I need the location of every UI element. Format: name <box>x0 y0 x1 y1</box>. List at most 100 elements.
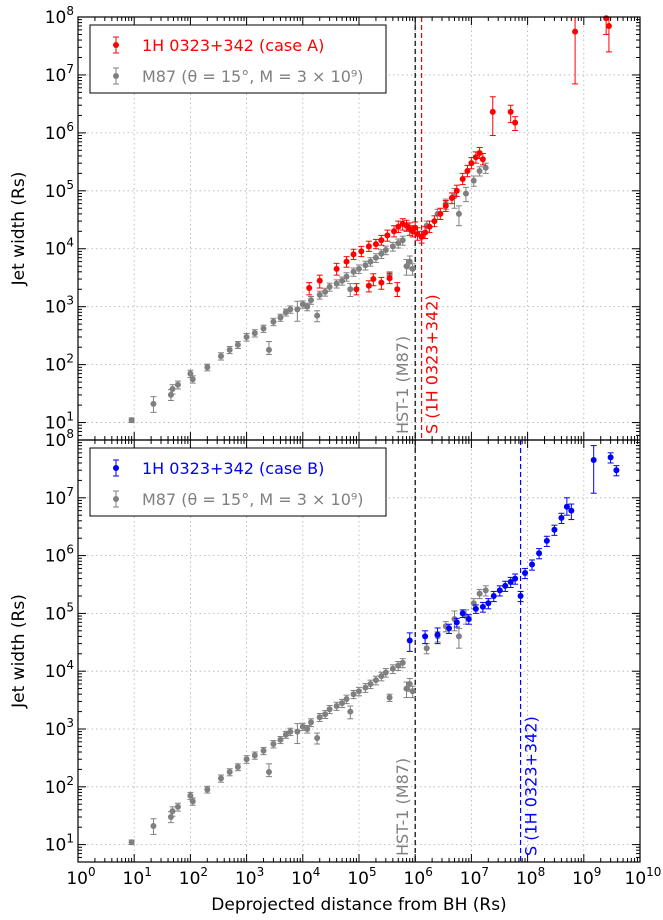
x-tick-label: 105 <box>347 865 376 889</box>
x-tick-label: 103 <box>235 865 264 889</box>
reference-line-label: HST-1 (M87) <box>393 758 412 856</box>
data-point <box>169 385 176 392</box>
data-point <box>465 616 472 623</box>
data-point <box>339 700 346 707</box>
y-tick-label: 107 <box>45 485 74 509</box>
data-point <box>260 747 267 754</box>
data-point <box>406 637 413 644</box>
data-point <box>378 279 385 286</box>
data-point <box>372 254 379 261</box>
data-point <box>372 241 379 248</box>
x-tick-label: 107 <box>460 865 489 889</box>
x-tick-label: 104 <box>291 865 320 889</box>
legend: 1H 0323+342 (case A) M87 (θ = 15°, M = 3 … <box>89 24 387 94</box>
reference-line-label: S (1H 0323+342) <box>522 716 541 856</box>
legend: 1H 0323+342 (case B) M87 (θ = 15°, M = 3 … <box>89 447 387 517</box>
data-point <box>189 376 196 383</box>
data-point <box>378 237 385 244</box>
x-tick-label: 100 <box>66 865 95 889</box>
data-point <box>422 633 429 640</box>
y-tick-label: 107 <box>45 62 74 86</box>
x-tick-label: 109 <box>572 865 601 889</box>
y-tick-label: 102 <box>45 774 74 798</box>
data-point <box>382 669 389 676</box>
data-point <box>563 503 570 510</box>
data-point <box>251 752 258 759</box>
data-point <box>476 167 483 174</box>
data-point <box>265 346 272 353</box>
data-point <box>482 587 489 594</box>
data-point <box>399 237 406 244</box>
legend-marker <box>113 42 119 48</box>
data-point <box>243 333 250 340</box>
data-point <box>517 593 524 600</box>
y-axis-label: Jet width (Rs) <box>9 594 29 709</box>
legend-label: M87 (θ = 15°, M = 3 × 10⁹) <box>142 67 364 86</box>
legend-box <box>89 447 387 517</box>
x-tick-label: 1010 <box>625 865 662 889</box>
plot-frame <box>77 439 641 863</box>
data-point <box>572 28 579 35</box>
data-point <box>294 306 301 313</box>
y-tick-label: 106 <box>45 543 74 567</box>
data-point <box>316 291 323 298</box>
data-point <box>128 417 135 424</box>
data-point <box>260 325 267 332</box>
data-point <box>282 731 289 738</box>
data-point <box>277 314 284 321</box>
x-tick-label: 101 <box>123 865 152 889</box>
data-point <box>431 218 438 225</box>
y-axis-label: Jet width (Rs) <box>9 172 29 287</box>
data-point <box>551 526 558 533</box>
data-point <box>485 600 492 607</box>
data-point <box>367 258 374 265</box>
data-point <box>507 578 514 585</box>
y-tick-label: 101 <box>45 410 74 434</box>
data-point <box>403 263 410 270</box>
x-tick-label: 106 <box>404 865 433 889</box>
data-point <box>453 187 460 194</box>
data-point <box>496 587 503 594</box>
y-tick-label: 104 <box>45 658 74 682</box>
data-point <box>322 288 329 295</box>
data-point <box>326 706 333 713</box>
data-point <box>314 312 321 319</box>
data-point <box>568 507 575 514</box>
data-point <box>251 330 258 337</box>
data-point <box>226 346 233 353</box>
data-point <box>226 769 233 776</box>
data-point <box>442 202 449 209</box>
legend-marker <box>113 73 119 79</box>
data-point <box>304 726 311 733</box>
data-point <box>382 247 389 254</box>
data-point <box>370 276 377 283</box>
y-tick-label: 108 <box>45 427 74 451</box>
series-1h0323 <box>406 445 620 652</box>
data-point <box>265 769 272 776</box>
data-point <box>422 229 429 236</box>
data-point <box>479 156 486 163</box>
data-point <box>403 685 410 692</box>
data-point <box>462 190 469 197</box>
data-point <box>270 741 277 748</box>
data-point <box>187 792 194 799</box>
data-point <box>362 684 369 691</box>
data-point <box>333 265 340 272</box>
data-point <box>204 364 211 371</box>
data-point <box>150 400 157 407</box>
data-point <box>169 808 176 815</box>
series-1h0323 <box>306 15 612 297</box>
data-point <box>304 303 311 310</box>
data-point <box>476 149 483 156</box>
legend-label: 1H 0323+342 (case B) <box>142 459 324 478</box>
data-point <box>603 15 610 22</box>
data-point <box>187 370 194 377</box>
data-point <box>367 681 374 688</box>
data-point <box>529 561 536 568</box>
data-point <box>356 265 362 272</box>
data-point <box>277 736 284 743</box>
data-point <box>204 786 211 793</box>
data-point <box>174 803 181 810</box>
data-point <box>217 353 224 360</box>
data-point <box>128 839 135 846</box>
